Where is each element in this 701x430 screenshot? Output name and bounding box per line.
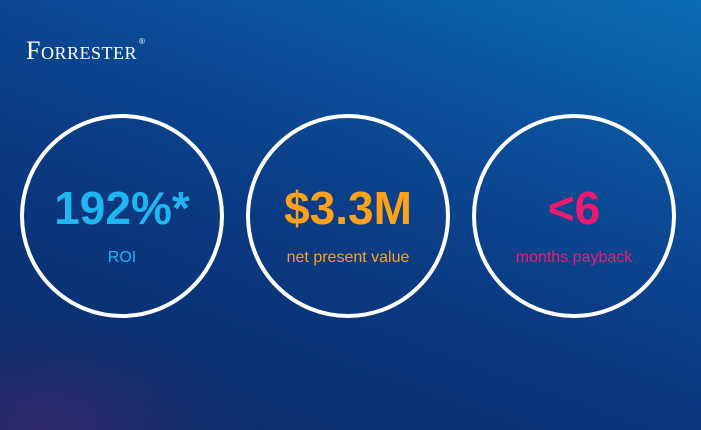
npv-value: $3.3M [284,182,412,234]
roi-label: ROI [107,249,137,266]
npv-stat-circle: $3.3M net present value [246,114,450,318]
roi-value: 192%* [54,182,190,234]
logo-wordmark: Forrester [26,36,137,65]
registered-trademark: ® [138,37,145,46]
forrester-logo: Forrester ® [26,34,145,68]
npv-label: net present value [286,249,410,266]
payback-stat-circle: <6 months payback [472,114,676,318]
payback-label: months payback [515,249,633,266]
payback-value: <6 [547,182,601,234]
roi-stat-circle: 192%* ROI [20,114,224,318]
